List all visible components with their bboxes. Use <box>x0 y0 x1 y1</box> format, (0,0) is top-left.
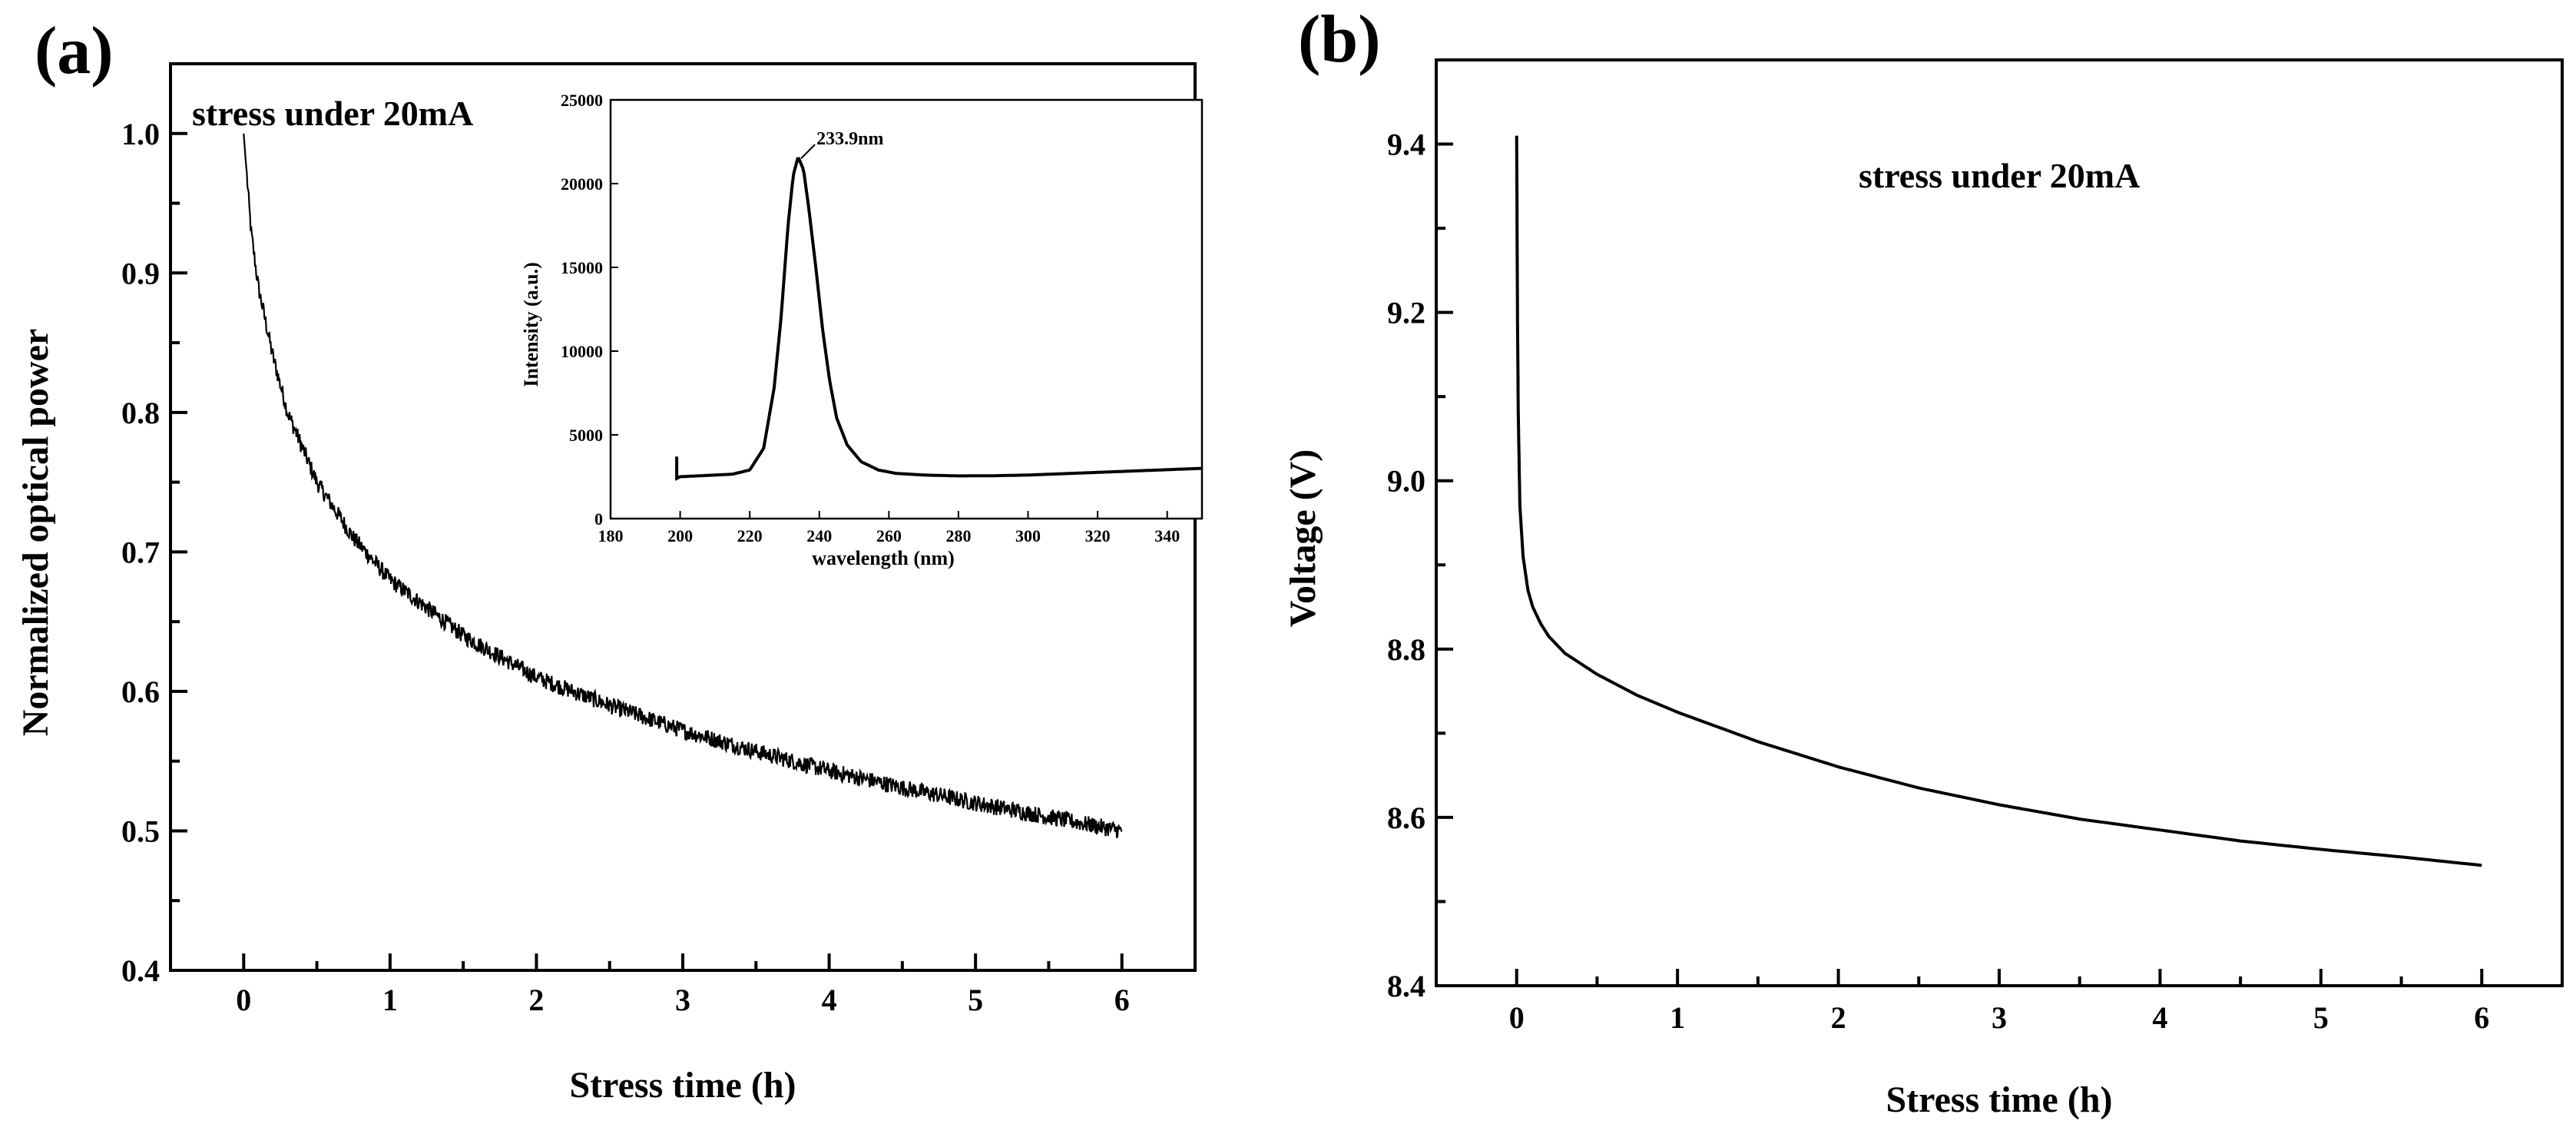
panel-a-letter: (a) <box>35 14 114 88</box>
x-tick-label: 3 <box>1992 1000 2007 1035</box>
x-tick-label: 6 <box>1114 983 1130 1017</box>
panel-a: (a) 0 1 2 3 4 5 6 0.4 0.5 0.6 0.7 0.8 0.9 1.0 Normali… <box>15 14 1204 1106</box>
x-tick-label: 320 <box>1085 526 1111 545</box>
x-tick-label: 1 <box>382 983 398 1017</box>
inset-plot-frame <box>609 98 1204 520</box>
y-tick-label: 20000 <box>561 174 603 194</box>
x-tick-label: 0 <box>236 983 251 1017</box>
panel-a-annotation: stress under 20mA <box>192 94 473 133</box>
x-tick-label: 5 <box>2313 1000 2329 1035</box>
y-tick-label: 0.7 <box>121 535 160 569</box>
y-tick-label: 0.5 <box>121 814 160 848</box>
y-tick-label: 0.9 <box>121 256 160 290</box>
panel-b-ticks: 0 1 2 3 4 5 6 8.4 8.6 8.8 9.0 9.2 9.4 <box>1387 128 2489 1035</box>
inset-peak-label: 233.9nm <box>816 129 883 149</box>
panel-b-x-axis-label: Stress time (h) <box>1886 1079 2112 1120</box>
inset-spectrum-line <box>675 157 1203 481</box>
y-tick-label: 9.4 <box>1387 128 1425 162</box>
x-tick-label: 0 <box>1509 1000 1525 1035</box>
panel-b-y-axis-label: Voltage (V) <box>1283 449 1323 628</box>
y-tick-label: 0.6 <box>121 675 160 709</box>
panel-a-ticks: 0 1 2 3 4 5 6 0.4 0.5 0.6 0.7 0.8 0.9 1.0 <box>121 117 1130 1017</box>
x-tick-label: 180 <box>598 526 624 545</box>
panel-a-optical-power-line <box>243 133 1123 839</box>
inset-peak-leader-line <box>800 144 816 159</box>
x-tick-label: 3 <box>675 983 690 1017</box>
x-tick-label: 340 <box>1154 526 1180 545</box>
inset-ticks: 180 200 220 240 260 280 300 320 340 0 5000 10000 150… <box>561 91 1180 545</box>
x-tick-label: 1 <box>1670 1000 1685 1035</box>
y-tick-label: 25000 <box>561 91 603 110</box>
x-tick-label: 300 <box>1015 526 1041 545</box>
y-tick-label: 0 <box>594 509 603 529</box>
panel-b-letter: (b) <box>1298 2 1381 77</box>
y-tick-label: 0.8 <box>121 396 160 430</box>
y-tick-label: 8.4 <box>1387 969 1425 1003</box>
y-tick-label: 0.4 <box>121 953 160 988</box>
y-tick-label: 15000 <box>561 258 603 277</box>
inset-y-axis-label: Intensity (a.u.) <box>520 262 542 387</box>
panel-b-voltage-line <box>1515 135 2482 867</box>
panel-b-plot-frame <box>1435 58 2564 987</box>
y-tick-label: 8.6 <box>1387 801 1425 835</box>
x-tick-label: 280 <box>945 526 971 545</box>
panel-a-y-axis-label: Normalized optical power <box>15 329 56 737</box>
x-tick-label: 4 <box>2152 1000 2167 1035</box>
panel-a-x-axis-label: Stress time (h) <box>569 1065 796 1106</box>
y-tick-label: 10000 <box>561 342 603 361</box>
y-tick-label: 9.0 <box>1387 464 1425 499</box>
panel-b: (b) 0 1 2 3 4 5 6 8.4 8.6 8.8 9.0 9.2 9.4 Voltage (V… <box>1283 2 2564 1120</box>
x-tick-label: 200 <box>667 526 693 545</box>
y-tick-label: 1.0 <box>121 117 160 151</box>
x-tick-label: 5 <box>968 983 983 1017</box>
x-tick-label: 6 <box>2474 1000 2489 1035</box>
y-tick-label: 5000 <box>569 426 603 445</box>
x-tick-label: 260 <box>876 526 902 545</box>
x-tick-label: 2 <box>528 983 544 1017</box>
y-tick-label: 8.8 <box>1387 632 1425 667</box>
x-tick-label: 4 <box>822 983 837 1017</box>
y-tick-label: 9.2 <box>1387 296 1425 330</box>
x-tick-label: 220 <box>737 526 763 545</box>
inset-x-axis-label: wavelength (nm) <box>812 547 955 569</box>
panel-a-inset: 180 200 220 240 260 280 300 320 340 0 5000 10000 150… <box>520 91 1204 569</box>
panel-b-annotation: stress under 20mA <box>1859 156 2140 195</box>
x-tick-label: 240 <box>806 526 832 545</box>
x-tick-label: 2 <box>1831 1000 1846 1035</box>
